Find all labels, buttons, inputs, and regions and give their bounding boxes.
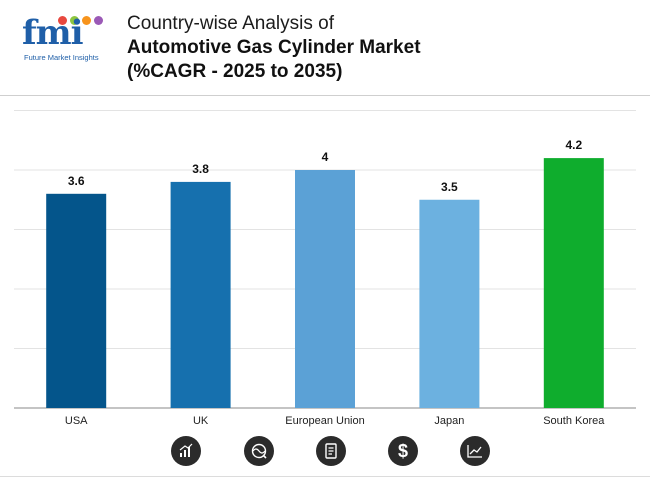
bar xyxy=(170,181,231,408)
bar xyxy=(295,170,355,408)
data-label: 3.5 xyxy=(441,180,458,194)
bar xyxy=(543,158,604,408)
footer-divider xyxy=(0,476,650,477)
x-tick-label: European Union xyxy=(285,415,365,427)
footer-icons: $ xyxy=(0,432,650,472)
globe-icon[interactable] xyxy=(244,436,274,466)
data-label: 4.2 xyxy=(565,138,582,152)
logo-wordmark: fmi xyxy=(22,13,84,53)
title-line-3: (%CAGR - 2025 to 2035) xyxy=(127,61,343,82)
chart-title: Country-wise Analysis of Automotive Gas … xyxy=(127,12,421,84)
x-tick-label: South Korea xyxy=(543,415,605,427)
x-tick-label: USA xyxy=(65,415,88,427)
logo-dot xyxy=(94,16,103,25)
header: fmi Future Market Insights Country-wise … xyxy=(0,0,650,96)
title-line-1: Country-wise Analysis of xyxy=(127,13,334,34)
header-divider xyxy=(0,95,650,96)
logo-dot xyxy=(82,16,91,25)
logo-dot xyxy=(58,16,67,25)
bar xyxy=(46,193,107,408)
logo-dot xyxy=(70,16,79,25)
data-label: 3.8 xyxy=(192,162,209,176)
document-icon[interactable] xyxy=(316,436,346,466)
svg-text:$: $ xyxy=(398,441,408,461)
growth-chart-icon[interactable] xyxy=(460,436,490,466)
logo-dots xyxy=(58,12,106,30)
x-tick-label: Japan xyxy=(434,415,464,427)
logo-subtitle: Future Market Insights xyxy=(24,53,99,62)
fmi-logo: fmi Future Market Insights xyxy=(22,12,106,64)
dollar-icon[interactable]: $ xyxy=(388,436,418,466)
bar xyxy=(419,199,480,408)
title-line-2: Automotive Gas Cylinder Market xyxy=(127,37,421,58)
bar-chart: 3.6 USA 3.8 UK 4 European Union 3.5 Japan 4.2 Sou… xyxy=(14,110,636,427)
data-label: 4 xyxy=(322,150,329,164)
data-label: 3.6 xyxy=(68,174,85,188)
bar-chart-icon[interactable] xyxy=(171,436,201,466)
x-tick-label: UK xyxy=(193,415,209,427)
